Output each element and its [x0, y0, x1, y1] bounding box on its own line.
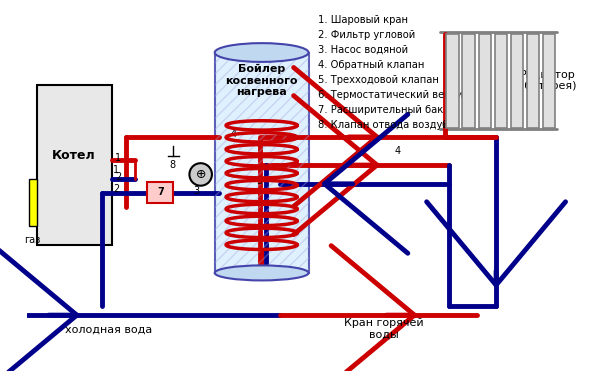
Text: 8: 8 — [169, 160, 176, 170]
Text: 2: 2 — [113, 184, 119, 194]
Text: ⊕: ⊕ — [196, 168, 206, 181]
Text: Котел: Котел — [52, 149, 96, 162]
Text: 1: 1 — [113, 165, 119, 175]
Text: 7: 7 — [157, 187, 164, 197]
Text: Радиатор
(батарея): Радиатор (батарея) — [520, 70, 576, 92]
Text: 4: 4 — [230, 129, 236, 139]
Text: 7. Расширительный бак: 7. Расширительный бак — [318, 105, 443, 115]
Text: 3. Насос водяной: 3. Насос водяной — [318, 45, 408, 55]
Text: 5. Трехходовой клапан: 5. Трехходовой клапан — [318, 75, 439, 85]
Text: 3: 3 — [193, 186, 199, 196]
Text: 5: 5 — [257, 176, 263, 186]
Bar — [215, 53, 308, 273]
Bar — [215, 53, 308, 273]
Bar — [463, 34, 475, 128]
Text: Кран горячей
воды: Кран горячей воды — [344, 318, 424, 340]
Bar — [147, 182, 173, 203]
Text: 2: 2 — [115, 172, 122, 182]
Bar — [543, 34, 555, 128]
Bar — [446, 34, 459, 128]
Bar — [527, 34, 539, 128]
Bar — [29, 179, 37, 226]
Ellipse shape — [215, 43, 308, 62]
Bar — [494, 34, 507, 128]
Text: 8. Клапан отвода воздуха: 8. Клапан отвода воздуха — [318, 120, 454, 130]
Text: 4: 4 — [395, 146, 401, 156]
Text: 6: 6 — [442, 120, 448, 130]
FancyBboxPatch shape — [37, 85, 112, 245]
Text: холодная вода: холодная вода — [65, 324, 152, 334]
Bar — [511, 34, 523, 128]
Text: газ: газ — [25, 235, 41, 245]
Ellipse shape — [215, 265, 308, 280]
Text: Бойлер
косвенного
нагрева: Бойлер косвенного нагрева — [226, 64, 298, 97]
Text: 6. Термостатический вентиль: 6. Термостатический вентиль — [318, 90, 475, 100]
Text: 4. Обратный клапан: 4. Обратный клапан — [318, 60, 424, 70]
Bar — [479, 34, 491, 128]
Text: 1: 1 — [115, 152, 121, 162]
Circle shape — [190, 163, 212, 186]
Text: 2. Фильтр угловой: 2. Фильтр угловой — [318, 30, 415, 40]
Text: 1. Шаровый кран: 1. Шаровый кран — [318, 15, 408, 25]
